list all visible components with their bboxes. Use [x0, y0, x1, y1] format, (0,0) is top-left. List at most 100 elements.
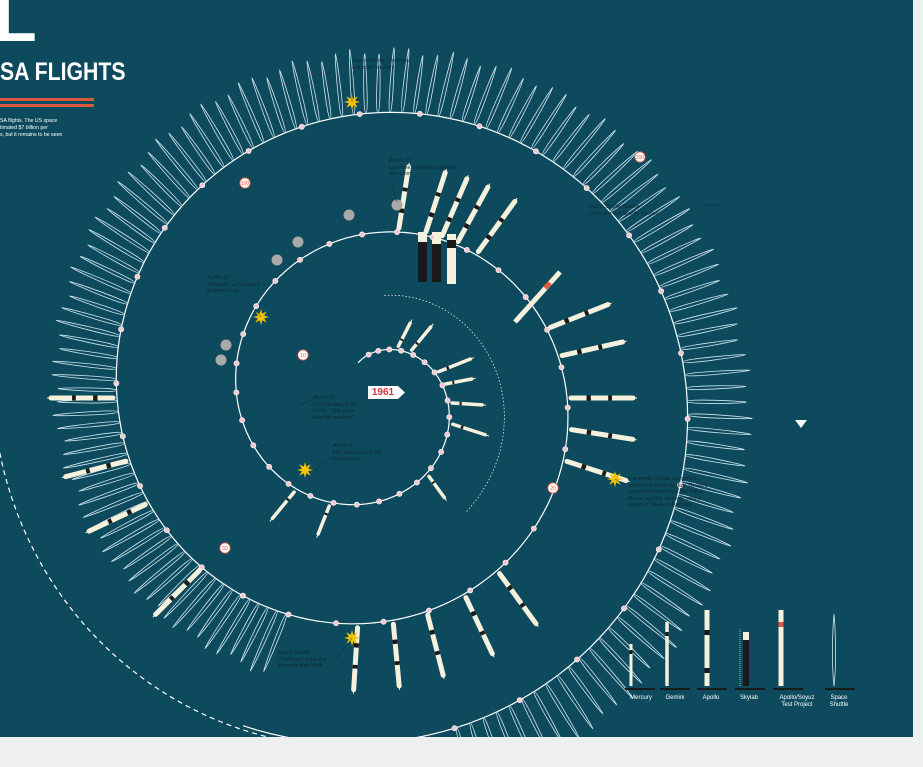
rocket-body — [409, 325, 433, 352]
title-red-bar-2 — [0, 104, 94, 107]
shuttle-loop-119 — [625, 605, 678, 649]
flight-dot — [240, 592, 246, 599]
legend-band-skylab — [743, 640, 749, 686]
page-title: SA FLIGHTS — [0, 58, 126, 86]
apollo-rocket-6 — [559, 339, 627, 359]
rocket-band — [431, 480, 436, 485]
shuttle-loop-74 — [473, 65, 497, 126]
shuttle-loop-63 — [334, 53, 344, 118]
flight-dot — [233, 360, 240, 367]
flight-dot — [250, 442, 257, 449]
flight-dot — [421, 359, 428, 366]
legend-base-mercury — [625, 688, 655, 690]
shuttle-loop-56 — [237, 82, 265, 144]
flight-dot — [386, 346, 393, 353]
rocket-band — [434, 650, 441, 656]
rocket-body — [437, 357, 473, 374]
rocket-band — [107, 518, 113, 525]
shuttle-loop-57 — [251, 77, 275, 139]
rocket-body — [396, 164, 412, 231]
rocket-tip — [607, 302, 612, 306]
mercury-gemini-rocket-5 — [451, 422, 490, 437]
flight-dot — [678, 350, 684, 357]
flight-dot — [655, 546, 662, 553]
shuttle-loop-11 — [146, 558, 193, 601]
astp-red-band — [543, 281, 552, 290]
rocket-body — [451, 422, 487, 437]
rocket-body — [86, 502, 148, 534]
shuttle-loop-115 — [653, 558, 711, 592]
shuttle-loop-133 — [469, 722, 477, 737]
flight-dot — [533, 148, 539, 155]
shuttle-loop-72 — [449, 57, 468, 120]
shuttle-loop-95 — [664, 279, 721, 300]
arrow-down-icon — [795, 420, 807, 428]
shuttle-loop-124 — [578, 657, 618, 706]
legend-base-astp — [773, 688, 803, 690]
flight-dot — [375, 347, 382, 354]
rocket-tip — [408, 162, 410, 167]
shuttle-loop-5 — [204, 594, 242, 650]
rocket-band — [597, 344, 603, 350]
shuttle-loop-73 — [461, 65, 481, 122]
shuttle-loop-70 — [425, 54, 439, 115]
flight-dot — [467, 587, 474, 594]
flight-dot — [119, 433, 126, 440]
flight-dot — [285, 611, 292, 618]
rocket-tip — [632, 438, 637, 441]
flight-dot — [426, 607, 432, 614]
legend-label-gemini: Gemini — [665, 695, 685, 701]
shuttle-loop-37 — [68, 281, 128, 305]
shuttle-loop-71 — [437, 51, 455, 117]
shuttle-loop-35 — [61, 307, 123, 326]
flight-dot — [118, 326, 125, 333]
rocket-band — [402, 187, 408, 192]
rocket-tip — [487, 183, 491, 188]
shuttle-loop-104 — [687, 413, 753, 420]
apollo-rocket-2 — [439, 174, 470, 239]
flight-dot — [495, 267, 502, 273]
shuttle-loop-39 — [79, 255, 136, 284]
marker-label-1: 200 — [636, 155, 645, 161]
shuttle-loop-54 — [215, 101, 244, 155]
marker-label-2: 50 — [222, 546, 228, 552]
marker-label-0: 100 — [241, 181, 250, 187]
flight-dot — [137, 483, 143, 489]
shuttle-loop-100 — [682, 354, 747, 364]
flight-dot — [266, 463, 273, 470]
shuttle-loop-102 — [685, 385, 747, 390]
rocket-band — [429, 629, 436, 635]
rocket-tip — [535, 623, 539, 628]
shuttle-loop-113 — [664, 533, 721, 560]
rocket-body — [153, 568, 202, 617]
rocket-tip — [466, 174, 469, 180]
rocket-band — [285, 497, 291, 502]
annotation-apollo17: Apollo 17 Last time a person walked on the… — [389, 158, 458, 178]
rocket-band — [506, 584, 514, 592]
shuttle-loop-106 — [686, 440, 745, 451]
flight-dot — [476, 123, 483, 130]
leader-line-5 — [314, 454, 334, 471]
rocket-band — [583, 310, 590, 317]
rocket-body — [547, 302, 611, 330]
marker-circle-2 — [219, 542, 231, 554]
shuttle-loop-86 — [600, 159, 653, 203]
shuttle-loop-98 — [676, 323, 738, 338]
shuttle-loop-17 — [100, 510, 154, 539]
shuttle-loop-38 — [70, 266, 132, 294]
flight-dot — [359, 231, 366, 238]
rocket-tip — [470, 357, 475, 360]
rocket-band — [105, 462, 112, 469]
shuttle-loop-82 — [562, 118, 606, 170]
apollo-rocket-11 — [463, 595, 495, 658]
mercury-gemini-rocket-2 — [437, 357, 475, 374]
flight-dot — [239, 417, 246, 424]
annotation-skylab: The empty Skylab spacecraft returned to E… — [628, 476, 708, 509]
flight-dot — [365, 351, 372, 358]
flight-dot — [285, 480, 292, 487]
title-red-bar — [0, 98, 94, 101]
skylab-band-3 — [447, 240, 456, 248]
shuttle-loop-45 — [117, 181, 169, 225]
shuttle-loop-15 — [110, 527, 166, 563]
flight-dot — [558, 364, 565, 371]
